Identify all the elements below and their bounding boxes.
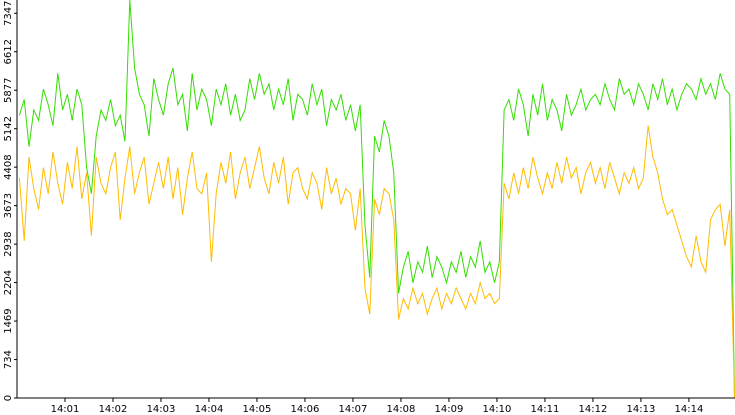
x-tick-label: 14:13	[627, 404, 656, 415]
x-tick-label: 14:05	[243, 404, 272, 415]
y-tick-label: 2204	[3, 270, 14, 295]
y-tick-label: 1469	[3, 308, 14, 333]
x-tick-label: 14:09	[435, 404, 464, 415]
x-tick-label: 14:04	[195, 404, 224, 415]
x-tick-label: 14:08	[387, 404, 416, 415]
y-tick-label: 6612	[3, 39, 14, 64]
x-tick-label: 14:03	[147, 404, 176, 415]
x-tick-label: 14:12	[579, 404, 608, 415]
y-tick-label: 7347	[3, 1, 14, 26]
x-tick-label: 14:01	[51, 404, 80, 415]
series-line	[18, 125, 735, 399]
y-tick-label: 4408	[3, 154, 14, 179]
y-tick-label: 0	[3, 395, 14, 401]
series-line	[18, 0, 735, 399]
x-tick-label: 14:06	[291, 404, 320, 415]
y-tick-label: 734	[3, 350, 14, 369]
x-tick-label: 14:07	[339, 404, 368, 415]
x-tick-label: 14:02	[99, 404, 128, 415]
y-tick-label: 5877	[3, 78, 14, 103]
y-tick-label: 5142	[3, 116, 14, 141]
y-tick-label: 2938	[3, 231, 14, 256]
x-tick-label: 14:14	[675, 404, 704, 415]
x-tick-label: 14:11	[531, 404, 560, 415]
x-tick-label: 14:10	[483, 404, 512, 415]
y-tick-label: 3673	[3, 193, 14, 218]
